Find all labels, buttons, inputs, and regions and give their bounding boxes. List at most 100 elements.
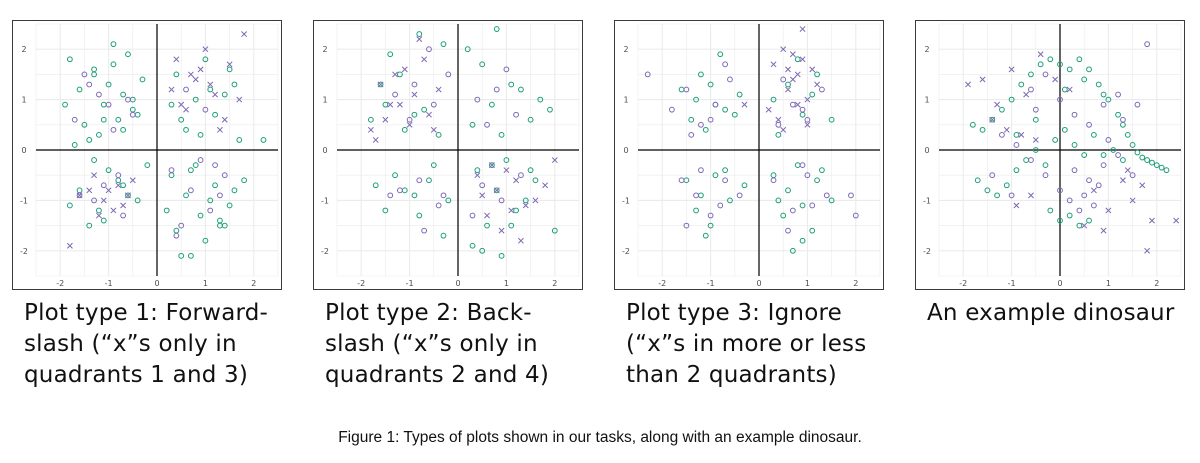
point-cross: [241, 31, 248, 38]
point-circle: [435, 202, 442, 209]
point-circle: [736, 192, 743, 199]
point-circle: [799, 106, 806, 113]
point-cross: [212, 91, 219, 98]
point-circle: [789, 101, 796, 108]
point-circle: [1086, 66, 1092, 73]
y-tick-label: -2: [20, 247, 28, 256]
series-2: [965, 51, 1180, 254]
point-cross: [178, 101, 185, 108]
y-tick-label: -2: [321, 247, 329, 256]
point-circle: [683, 222, 690, 229]
point-circle: [688, 116, 695, 123]
plot-frame: [313, 20, 583, 290]
point-circle: [1090, 131, 1097, 138]
point-circle: [217, 192, 223, 199]
point-cross: [66, 242, 73, 249]
point-circle: [168, 167, 175, 174]
point-circle: [809, 202, 816, 209]
point-circle: [547, 106, 553, 113]
point-cross: [183, 106, 189, 113]
point-circle: [1032, 106, 1039, 113]
point-cross: [396, 101, 403, 108]
point-circle: [707, 222, 714, 229]
x-tick-label: -2: [658, 279, 666, 288]
point-circle: [125, 96, 131, 103]
point-circle: [382, 207, 389, 214]
y-tick-label: 2: [924, 45, 929, 54]
point-circle: [202, 106, 209, 113]
y-tick-label: -2: [923, 247, 931, 256]
point-cross: [1037, 51, 1044, 58]
point-circle: [707, 212, 714, 219]
point-circle: [387, 192, 394, 199]
point-circle: [1100, 91, 1107, 98]
point-circle: [712, 101, 719, 108]
point-circle: [440, 192, 447, 199]
point-cross: [741, 101, 748, 108]
point-circle: [799, 237, 806, 244]
point-circle: [999, 106, 1005, 113]
point-cross: [105, 187, 112, 194]
series-2: [741, 26, 821, 133]
point-circle: [236, 137, 243, 143]
y-tick-label: 1: [322, 96, 327, 105]
point-cross: [809, 66, 816, 73]
plot-panel-3: -2 -1 0 1 2 -2 -1 0 1 2 Plot type 3: Ignore (“x”s…: [614, 0, 884, 400]
point-circle: [780, 212, 787, 219]
scatter-plot-2: -2 -1 0 1 2 -2 -1 0 1 2: [313, 20, 583, 290]
point-cross: [110, 207, 117, 214]
point-circle: [426, 46, 432, 53]
point-circle: [1144, 157, 1151, 163]
point-cross: [1081, 222, 1088, 229]
point-circle: [120, 212, 127, 219]
scatter-svg-2: -2 -1 0 1 2 -2 -1 0 1 2: [313, 20, 583, 290]
point-circle: [367, 116, 374, 123]
point-circle: [416, 212, 423, 219]
point-cross: [804, 121, 811, 128]
point-circle: [62, 101, 68, 108]
point-circle: [688, 131, 695, 138]
point-circle: [125, 51, 131, 58]
point-circle: [207, 86, 214, 93]
series-1: [644, 61, 859, 234]
series-1: [387, 46, 524, 234]
point-cross: [173, 56, 180, 63]
point-circle: [440, 41, 447, 48]
point-cross: [517, 237, 524, 244]
point-cross: [120, 202, 127, 209]
y-tick-label: -2: [622, 247, 630, 256]
scatter-svg-4: -2 -1 0 1 2 -2 -1 0 1 2: [915, 20, 1185, 290]
point-circle: [120, 126, 127, 133]
point-cross: [1139, 182, 1146, 189]
point-circle: [96, 207, 102, 214]
y-tick-label: 1: [21, 96, 26, 105]
y-tick-label: -1: [923, 196, 931, 205]
point-circle: [717, 202, 724, 209]
point-cross: [479, 192, 486, 199]
point-circle: [527, 167, 534, 174]
point-circle: [828, 197, 835, 204]
point-cross: [765, 106, 772, 113]
point-circle: [125, 192, 131, 199]
point-circle: [192, 96, 199, 103]
series-1: [71, 71, 228, 239]
point-circle: [1081, 192, 1088, 199]
point-cross: [1149, 217, 1155, 224]
point-circle: [96, 131, 102, 138]
point-cross: [1090, 187, 1097, 194]
point-circle: [488, 162, 495, 169]
point-circle: [693, 96, 699, 103]
plot-title-3: Plot type 3: Ignore (“x”s in more or les…: [626, 300, 874, 388]
series-2: [367, 36, 558, 244]
point-circle: [1008, 96, 1015, 103]
point-circle: [741, 182, 748, 189]
point-cross: [387, 101, 394, 108]
point-circle: [202, 56, 209, 63]
point-cross: [1124, 167, 1131, 174]
point-circle: [1129, 172, 1136, 179]
point-circle: [1032, 147, 1039, 153]
point-circle: [464, 46, 471, 53]
point-circle: [1008, 192, 1015, 199]
point-cross: [100, 197, 107, 204]
point-cross: [965, 81, 971, 88]
